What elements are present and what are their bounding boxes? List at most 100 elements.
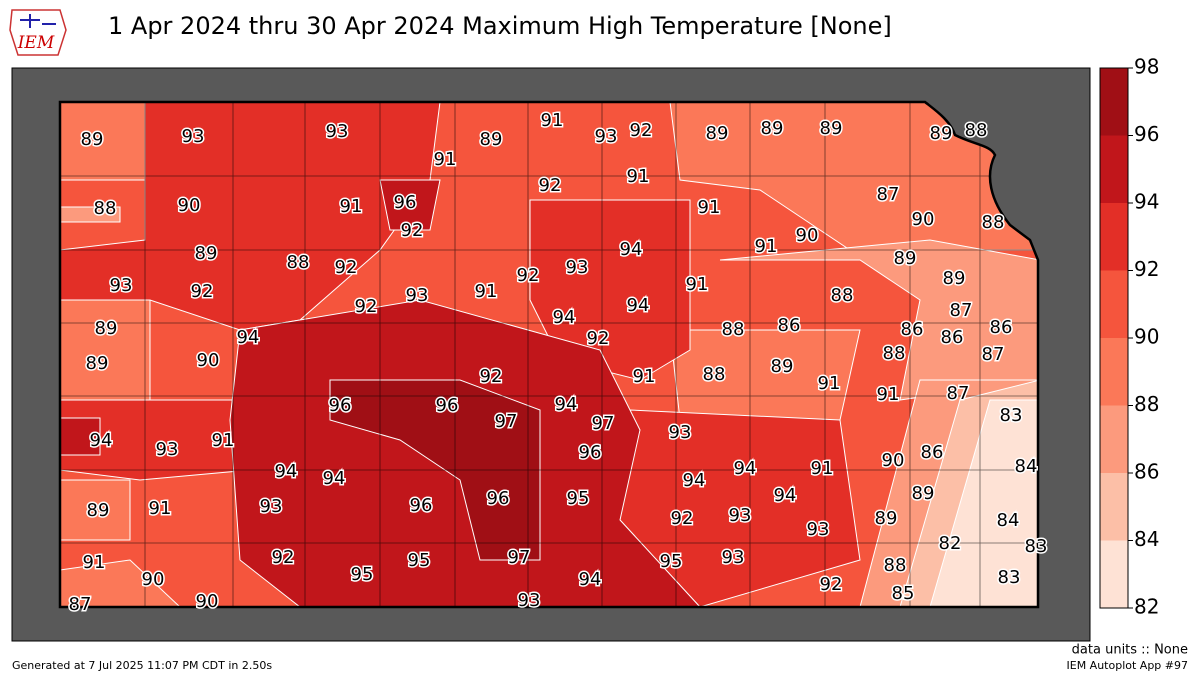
station-value: 93	[807, 519, 830, 540]
colorbar-bin	[1100, 473, 1128, 541]
county-lines	[60, 102, 1038, 607]
station-value: 85	[892, 583, 915, 604]
colorbar-bin	[1100, 68, 1128, 136]
station-value: 94	[553, 307, 576, 328]
station-value: 89	[820, 118, 843, 139]
station-value: 89	[930, 123, 953, 144]
station-value: 92	[539, 175, 562, 196]
station-value: 94	[323, 468, 346, 489]
contour-band	[60, 206, 121, 223]
station-value: 88	[965, 120, 988, 141]
station-value: 93	[260, 496, 283, 517]
station-value: 90	[196, 591, 219, 612]
station-value: 96	[579, 442, 602, 463]
station-value: 91	[627, 166, 650, 187]
station-value: 89	[875, 508, 898, 529]
station-value: 91	[541, 110, 564, 131]
station-value: 89	[912, 483, 935, 504]
station-value: 94	[579, 569, 602, 590]
contour-band	[60, 417, 101, 456]
colorbar-bin	[1100, 540, 1128, 608]
station-value: 89	[771, 356, 794, 377]
colorbar-bin	[1100, 405, 1128, 473]
station-value: 89	[706, 123, 729, 144]
station-value: 91	[818, 373, 841, 394]
colorbar-tick-label: 86	[1134, 460, 1159, 484]
station-value: 89	[761, 118, 784, 139]
station-value: 86	[990, 317, 1013, 338]
station-value: 88	[883, 343, 906, 364]
station-value: 87	[950, 300, 973, 321]
station-value: 94	[734, 458, 757, 479]
station-value: 87	[69, 594, 92, 615]
station-value: 94	[90, 430, 113, 451]
station-value: 87	[982, 344, 1005, 365]
station-value: 91	[811, 458, 834, 479]
station-value: 89	[943, 268, 966, 289]
station-value: 93	[566, 257, 589, 278]
colorbar-tick-label: 96	[1134, 122, 1159, 146]
station-value: 87	[947, 383, 970, 404]
station-value: 90	[796, 225, 819, 246]
station-value: 97	[592, 413, 615, 434]
station-value: 94	[774, 485, 797, 506]
colorbar-tick-label: 90	[1134, 325, 1159, 349]
logo-text: IEM	[17, 33, 55, 53]
station-value: 90	[142, 569, 165, 590]
station-value: 89	[81, 129, 104, 150]
app-note: IEM Autoplot App #97	[1067, 659, 1189, 672]
colorbar-tick-label: 88	[1134, 392, 1159, 416]
station-value: 83	[1025, 536, 1048, 557]
station-value: 92	[671, 508, 694, 529]
contour-band	[60, 559, 182, 607]
station-value: 92	[401, 220, 424, 241]
station-value: 93	[326, 121, 349, 142]
station-value: 91	[340, 196, 363, 217]
contour-band	[329, 379, 541, 561]
station-value: 96	[487, 488, 510, 509]
station-value: 83	[998, 567, 1021, 588]
station-value: 95	[408, 550, 431, 571]
station-value: 93	[518, 590, 541, 611]
station-value: 88	[94, 198, 117, 219]
colorbar-bin	[1100, 135, 1128, 203]
station-value: 91	[686, 274, 709, 295]
units-note: data units :: None	[1072, 643, 1188, 658]
station-value: 96	[394, 192, 417, 213]
station-value: 94	[275, 461, 298, 482]
state-border	[58, 100, 1040, 609]
logo: IEM	[9, 9, 67, 56]
station-value: 90	[882, 450, 905, 471]
contour-fill	[60, 102, 1038, 607]
contour-band	[60, 299, 151, 401]
contour-band	[60, 479, 131, 541]
station-value: 89	[894, 248, 917, 269]
station-value: 96	[436, 395, 459, 416]
station-value: 93	[156, 439, 179, 460]
station-value: 93	[182, 126, 205, 147]
station-value: 89	[87, 500, 110, 521]
station-value: 93	[729, 505, 752, 526]
station-value: 96	[329, 395, 352, 416]
station-value: 95	[351, 564, 374, 585]
station-value: 87	[877, 184, 900, 205]
station-value: 92	[355, 296, 378, 317]
station-value: 91	[475, 281, 498, 302]
station-value: 86	[901, 319, 924, 340]
station-value: 91	[877, 384, 900, 405]
station-value: 88	[884, 555, 907, 576]
station-value: 94	[683, 470, 706, 491]
station-value: 92	[630, 120, 653, 141]
station-value: 92	[480, 366, 503, 387]
station-value: 97	[495, 411, 518, 432]
station-value: 92	[272, 547, 295, 568]
station-value: 90	[912, 209, 935, 230]
station-value: 95	[660, 551, 683, 572]
station-labels: 89 93 93 91 89 91 93 92 89 89 89 89 88 88 90 91 96 92 92 91…	[67, 109, 1049, 617]
station-value: 90	[197, 350, 220, 371]
station-value: 94	[237, 327, 260, 348]
colorbar-bin	[1100, 270, 1128, 338]
station-value: 93	[595, 126, 618, 147]
contour-band	[379, 179, 441, 231]
